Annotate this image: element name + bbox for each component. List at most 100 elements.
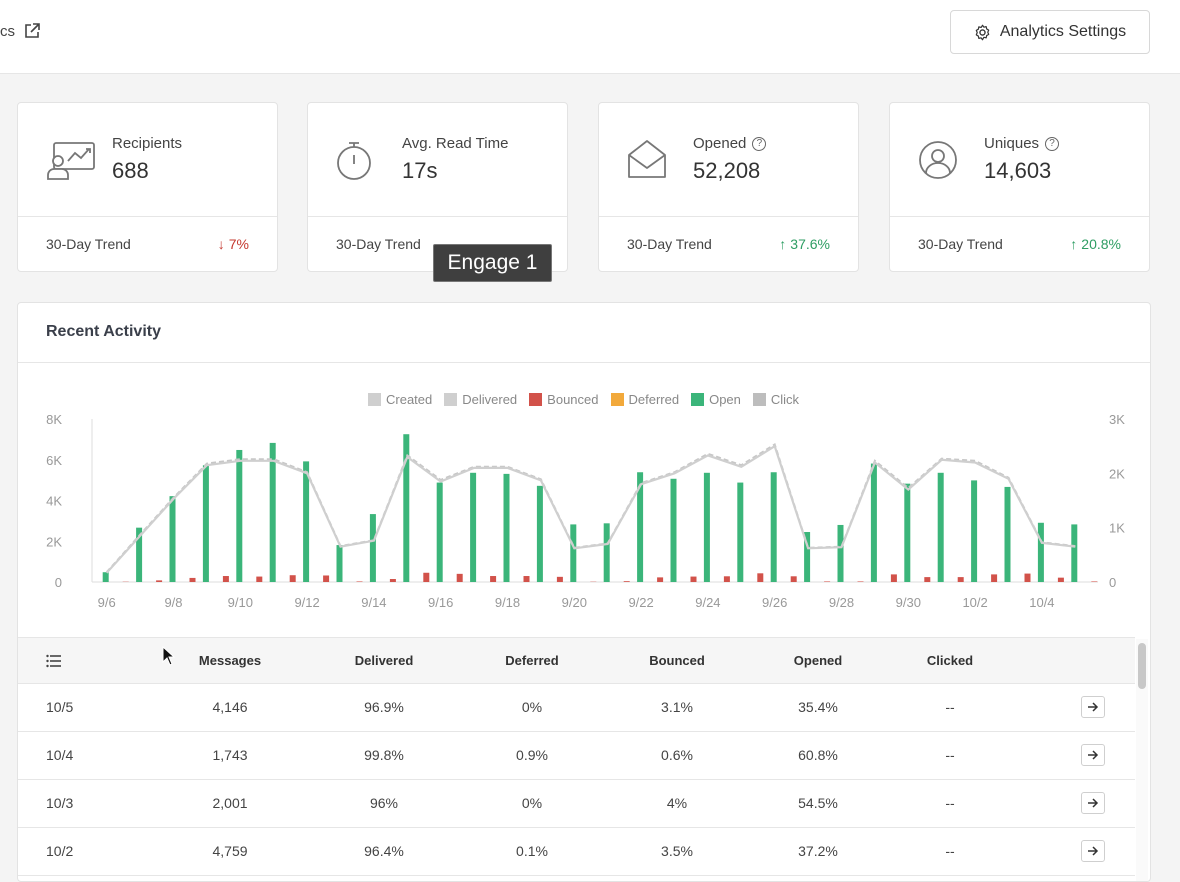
breadcrumb[interactable]: cs <box>0 22 41 40</box>
row-clicked: -- <box>945 843 954 859</box>
row-opened: 60.8% <box>798 747 838 763</box>
bounced-bar <box>624 581 630 582</box>
row-clicked: -- <box>945 795 954 811</box>
x-axis-tick-label: 9/16 <box>428 595 453 610</box>
column-header-opened[interactable]: Opened <box>794 653 842 668</box>
open-bar <box>971 480 977 582</box>
top-bar: cs Analytics Settings <box>0 0 1180 74</box>
breadcrumb-text[interactable]: cs <box>0 23 15 40</box>
bounced-bar <box>757 573 763 582</box>
row-delivered: 96.9% <box>364 699 404 715</box>
trend-value: ↑ 37.6% <box>779 236 830 252</box>
card-divider <box>308 216 567 217</box>
row-date: 10/4 <box>46 747 73 763</box>
open-bar <box>470 473 476 582</box>
table-row: 10/2 4,759 96.4% 0.1% 3.5% 37.2% -- <box>18 828 1135 876</box>
row-detail-button[interactable] <box>1081 792 1105 814</box>
help-icon[interactable]: ? <box>752 137 766 151</box>
x-axis-tick-label: 9/30 <box>896 595 921 610</box>
row-messages: 4,146 <box>212 699 247 715</box>
card-divider <box>599 216 858 217</box>
trend-label: 30-Day Trend <box>336 236 421 252</box>
row-delivered: 96.4% <box>364 843 404 859</box>
uniques-card: Uniques ? 14,603 30-Day Trend ↑ 20.8% <box>889 102 1150 272</box>
open-bar <box>537 486 543 582</box>
recent-activity-panel: Recent Activity Created Delivered Bounce… <box>17 302 1151 882</box>
bounced-bar <box>1091 581 1097 582</box>
bounced-bar <box>457 574 463 582</box>
scrollbar-thumb[interactable] <box>1138 643 1146 689</box>
analytics-settings-button[interactable]: Analytics Settings <box>950 10 1150 54</box>
created-line <box>107 445 1076 573</box>
bounced-bar <box>1058 578 1064 582</box>
bounced-bar <box>1025 574 1031 582</box>
x-axis-tick-label: 10/2 <box>962 595 987 610</box>
arrow-up-icon: ↑ <box>779 236 786 252</box>
open-bar <box>737 483 743 582</box>
arrow-up-icon: ↑ <box>1070 236 1077 252</box>
bounced-bar <box>557 577 563 582</box>
bounced-bar <box>390 579 396 582</box>
arrow-right-icon <box>1087 846 1099 856</box>
help-icon[interactable]: ? <box>1045 137 1059 151</box>
row-clicked: -- <box>945 747 954 763</box>
row-date: 10/3 <box>46 795 73 811</box>
trend-label: 30-Day Trend <box>627 236 712 252</box>
row-detail-button[interactable] <box>1081 744 1105 766</box>
table-row: 10/3 2,001 96% 0% 4% 54.5% -- <box>18 780 1135 828</box>
bounced-bar <box>423 573 429 582</box>
column-header-bounced[interactable]: Bounced <box>649 653 705 668</box>
column-header-delivered[interactable]: Delivered <box>355 653 414 668</box>
bounced-bar <box>724 576 730 582</box>
open-bar <box>671 479 677 582</box>
column-header-messages[interactable]: Messages <box>199 653 261 668</box>
open-bar <box>270 443 276 582</box>
analytics-settings-label: Analytics Settings <box>1000 23 1126 41</box>
bounced-bar <box>657 577 663 582</box>
row-clicked: -- <box>945 699 954 715</box>
trend-percent: 7% <box>229 236 249 252</box>
column-header-clicked[interactable]: Clicked <box>927 653 973 668</box>
open-bar <box>570 524 576 582</box>
row-deferred: 0.1% <box>516 843 548 859</box>
bounced-bar <box>858 581 864 582</box>
row-detail-button[interactable] <box>1081 840 1105 862</box>
x-axis-tick-label: 9/10 <box>228 595 253 610</box>
right-axis-tick-label: 3K <box>1109 412 1125 427</box>
card-value: 52,208 <box>693 158 760 184</box>
x-axis-tick-label: 9/24 <box>695 595 720 610</box>
open-bar <box>1005 487 1011 582</box>
left-axis-tick-label: 0 <box>55 575 62 590</box>
row-date: 10/5 <box>46 699 73 715</box>
open-bar <box>203 465 209 582</box>
open-bar <box>704 473 710 582</box>
row-detail-button[interactable] <box>1081 696 1105 718</box>
card-label: Recipients <box>112 135 182 152</box>
x-axis-tick-label: 9/12 <box>294 595 319 610</box>
open-bar <box>236 450 242 582</box>
x-axis-tick-label: 9/26 <box>762 595 787 610</box>
open-bar <box>938 473 944 582</box>
delivered-line <box>107 446 1076 573</box>
bounced-bar <box>323 575 329 582</box>
recipients-card: Recipients 688 30-Day Trend ↓ 7% <box>17 102 278 272</box>
row-deferred: 0.9% <box>516 747 548 763</box>
row-opened: 37.2% <box>798 843 838 859</box>
table-scrollbar[interactable] <box>1136 639 1148 882</box>
table-row: 10/4 1,743 99.8% 0.9% 0.6% 60.8% -- <box>18 732 1135 780</box>
chart-screen-icon <box>46 139 98 181</box>
arrow-right-icon <box>1087 702 1099 712</box>
card-value: 17s <box>402 158 437 184</box>
row-messages: 4,759 <box>212 843 247 859</box>
left-axis-tick-label: 6K <box>46 453 62 468</box>
left-axis-tick-label: 2K <box>46 534 62 549</box>
bounced-bar <box>991 574 997 582</box>
column-header-deferred[interactable]: Deferred <box>505 653 558 668</box>
bounced-bar <box>357 581 363 582</box>
bounced-bar <box>891 574 897 582</box>
external-link-icon[interactable] <box>23 22 41 40</box>
x-axis-tick-label: 9/14 <box>361 595 386 610</box>
gear-icon <box>974 24 991 41</box>
list-icon[interactable] <box>46 654 62 668</box>
